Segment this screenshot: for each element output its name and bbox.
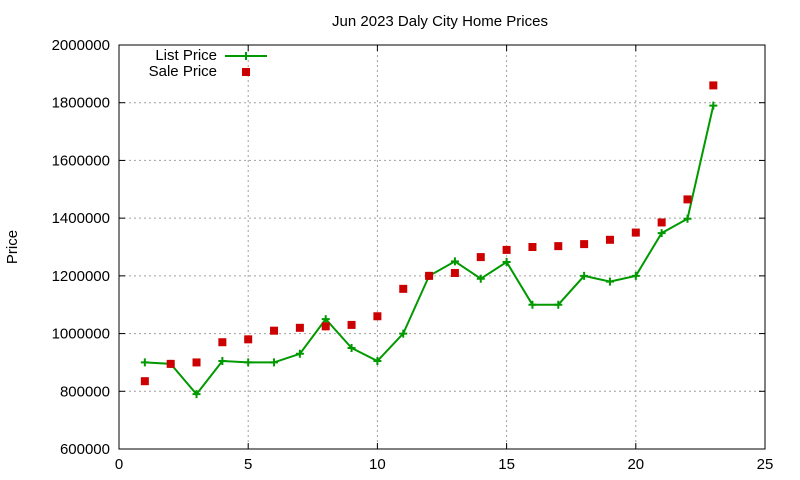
- sale-price-point: [399, 284, 408, 293]
- sale-price-point: [192, 358, 201, 367]
- list-price-point: [244, 358, 253, 367]
- chart-title: Jun 2023 Daly City Home Prices: [332, 13, 548, 30]
- sale-price-point: [709, 81, 718, 90]
- y-tick-label: 600000: [60, 441, 110, 458]
- list-price-point: [321, 315, 330, 324]
- sale-price-point: [244, 335, 253, 344]
- sale-price-point: [218, 338, 227, 347]
- series-layer: [140, 81, 718, 399]
- list-price-point: [631, 271, 640, 280]
- y-tick-label: 1400000: [52, 210, 110, 227]
- sale-price-point: [502, 245, 511, 254]
- list-price-point: [605, 277, 614, 286]
- plot-area-border: [118, 44, 766, 450]
- axis-ticks: 600000 800000 1000000 1200000 1400000 1600000…: [52, 37, 774, 473]
- list-price-point: [295, 349, 304, 358]
- sale-price-point: [657, 218, 666, 227]
- list-price-point: [554, 300, 563, 309]
- list-price-point: [528, 300, 537, 309]
- x-tick-label: 10: [369, 456, 386, 473]
- list-price-point: [709, 101, 718, 110]
- sale-price-point: [373, 312, 382, 321]
- list-price-point: [218, 356, 227, 365]
- list-price-point: [373, 356, 382, 365]
- x-tick-label: 15: [498, 456, 515, 473]
- legend-marker-list-price: [242, 52, 250, 60]
- sale-price-point: [631, 228, 640, 237]
- list-price-point: [657, 229, 666, 238]
- sale-price-point: [425, 271, 434, 280]
- list-price-point: [192, 390, 201, 399]
- sale-price-point: [580, 240, 589, 249]
- x-tick-label: 5: [244, 456, 252, 473]
- list-price-point: [270, 358, 279, 367]
- sale-price-point: [295, 323, 304, 332]
- sale-price-point: [528, 243, 537, 251]
- legend-label-sale-price: Sale Price: [149, 63, 217, 80]
- series-line-list-price: [144, 105, 715, 396]
- legend-marker-sale-price: [242, 68, 250, 76]
- y-tick-label: 1000000: [52, 326, 110, 343]
- list-price-point: [476, 274, 485, 283]
- x-tick-label: 25: [757, 456, 774, 473]
- list-price-point: [683, 214, 692, 223]
- y-tick-label: 1600000: [52, 152, 110, 169]
- sale-price-point: [683, 195, 692, 204]
- list-price-point: [399, 329, 408, 338]
- list-price-point: [450, 257, 459, 266]
- list-price-point: [140, 358, 149, 367]
- sale-price-point: [321, 322, 330, 331]
- sale-price-point: [140, 377, 149, 386]
- x-tick-label: 0: [115, 456, 123, 473]
- y-tick-label: 800000: [60, 383, 110, 400]
- legend-label-list-price: List Price: [155, 47, 217, 64]
- y-axis-label: Price: [4, 230, 21, 264]
- list-price-point: [502, 258, 511, 267]
- sale-price-point: [605, 235, 614, 244]
- sale-price-point: [450, 268, 459, 277]
- sale-price-point: [270, 326, 279, 335]
- sale-price-point: [347, 320, 356, 329]
- y-tick-label: 2000000: [52, 37, 110, 54]
- sale-price-point: [166, 359, 175, 368]
- sale-price-point: [476, 253, 485, 262]
- sale-price-point: [554, 242, 563, 251]
- list-price-point: [580, 271, 589, 280]
- y-tick-label: 1800000: [52, 95, 110, 112]
- y-tick-label: 1200000: [52, 268, 110, 285]
- list-price-point: [347, 344, 356, 352]
- grid: [119, 45, 765, 449]
- x-tick-label: 20: [627, 456, 644, 473]
